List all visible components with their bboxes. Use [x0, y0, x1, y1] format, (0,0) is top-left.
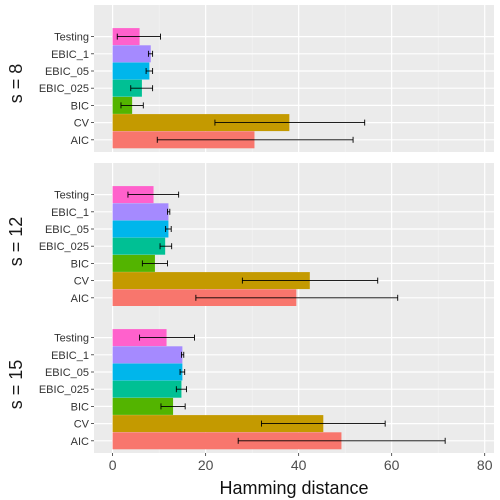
category-label: EBIC_1	[51, 350, 89, 362]
bar-ebic_05	[112, 62, 150, 80]
bar-bic	[112, 397, 174, 415]
category-label: Testing	[54, 333, 89, 345]
error-bar	[159, 243, 173, 250]
error-bar	[260, 420, 386, 427]
category-label: AIC	[71, 293, 89, 305]
category-label: CV	[74, 276, 90, 288]
chart-panels: Testing EBIC_1 EBIC_05 EBIC_025 BIC CV AIC s = …	[6, 5, 494, 453]
bar-ebic_05	[112, 363, 183, 381]
category-label: BIC	[71, 401, 89, 413]
facet-panel: Testing EBIC_1 EBIC_05 EBIC_025 BIC CV AIC s = …	[6, 306, 494, 453]
x-tick-label: 80	[477, 457, 493, 473]
bar-ebic_1	[112, 203, 169, 221]
category-label: BIC	[71, 100, 89, 112]
error-bar	[156, 136, 354, 143]
error-bar	[147, 50, 154, 57]
error-bar	[130, 85, 154, 92]
category-label: Testing	[54, 190, 89, 202]
bar-cv	[112, 415, 324, 433]
category-label: EBIC_1	[51, 49, 89, 61]
bar-ebic_1	[112, 346, 183, 364]
bar-bic	[112, 254, 155, 272]
category-label: EBIC_025	[39, 83, 89, 95]
facet-label: s = 8	[6, 64, 26, 104]
error-bar	[116, 33, 161, 40]
category-label: EBIC_05	[45, 224, 89, 236]
error-bar	[241, 277, 379, 284]
error-bar	[141, 260, 168, 267]
category-label: BIC	[71, 258, 89, 270]
facet-label: s = 15	[6, 360, 26, 410]
bar-ebic_1	[112, 45, 151, 63]
bar-ebic_05	[112, 220, 169, 238]
bar-cv	[112, 272, 310, 290]
bar-ebic_025	[112, 380, 182, 398]
x-tick-label: 40	[291, 457, 307, 473]
category-label: Testing	[54, 32, 89, 44]
error-bar	[195, 294, 399, 301]
error-bar	[165, 226, 172, 232]
category-label: EBIC_05	[45, 367, 89, 379]
category-label: AIC	[71, 135, 89, 147]
error-bar	[237, 437, 446, 444]
error-bar	[160, 403, 186, 410]
x-axis: 0 20 40 60 80	[109, 453, 493, 473]
error-bar	[120, 102, 144, 109]
category-label: EBIC_05	[45, 66, 89, 78]
x-axis-title: Hamming distance	[219, 478, 368, 498]
category-label: CV	[74, 118, 90, 130]
error-bar	[127, 191, 180, 198]
category-label: EBIC_1	[51, 207, 89, 219]
category-label: AIC	[71, 436, 89, 448]
bar-cv	[112, 114, 290, 132]
bar-aic	[112, 432, 342, 450]
error-bar	[180, 351, 185, 358]
error-bar	[139, 334, 195, 341]
category-label: CV	[74, 419, 90, 431]
category-label: EBIC_025	[39, 384, 89, 396]
x-tick-label: 20	[198, 457, 214, 473]
facet-panel: Testing EBIC_1 EBIC_05 EBIC_025 BIC CV AIC s = …	[6, 163, 494, 310]
category-label: EBIC_025	[39, 241, 89, 253]
error-bar	[214, 119, 366, 126]
error-bar	[145, 68, 154, 74]
error-bar	[167, 208, 171, 215]
bar-ebic_025	[112, 237, 166, 255]
facet-panel: Testing EBIC_1 EBIC_05 EBIC_025 BIC CV AIC s = …	[6, 5, 494, 152]
error-bar	[175, 386, 188, 393]
facet-label: s = 12	[6, 217, 26, 267]
bar-ebic_025	[112, 79, 142, 97]
x-tick-label: 0	[109, 457, 117, 473]
error-bar	[179, 369, 186, 375]
x-tick-label: 60	[384, 457, 400, 473]
